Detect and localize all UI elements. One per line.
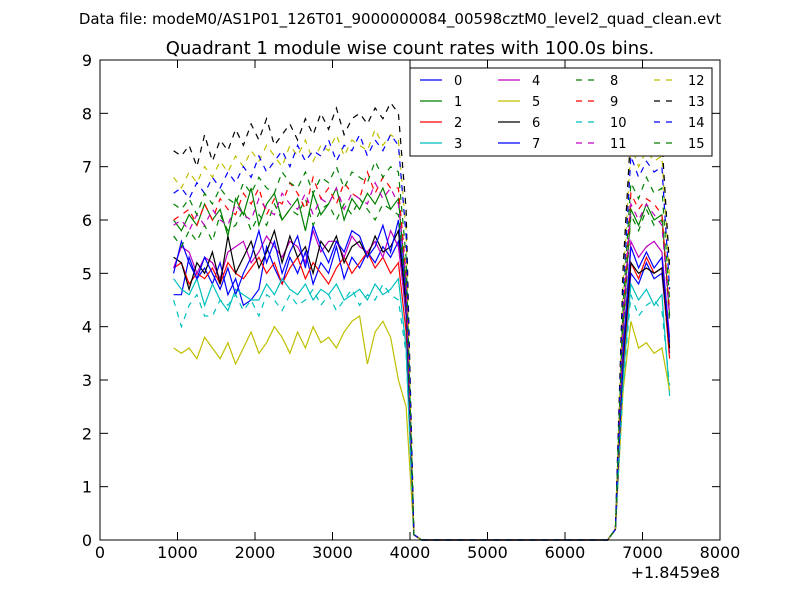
x-tick-label: 3000 bbox=[312, 543, 353, 562]
legend-label-15: 15 bbox=[688, 137, 705, 152]
series-line-0 bbox=[173, 239, 671, 541]
series-line-4 bbox=[173, 228, 671, 541]
x-tick-label: 2000 bbox=[235, 543, 276, 562]
legend-label-12: 12 bbox=[688, 74, 705, 89]
series-line-11 bbox=[173, 181, 671, 541]
tick-layer: 0 1000 2000 3000 4000 5000 6000 7000 80000123456… bbox=[82, 51, 741, 562]
legend-label-5: 5 bbox=[532, 95, 540, 110]
y-tick-label: 0 bbox=[82, 531, 92, 550]
legend-label-2: 2 bbox=[454, 116, 462, 131]
y-tick-label: 2 bbox=[82, 424, 92, 443]
series-line-3 bbox=[173, 277, 671, 541]
plot-area: 0 1000 2000 3000 4000 5000 6000 7000 80000123456… bbox=[82, 51, 741, 562]
x-tick-label: 8000 bbox=[700, 543, 741, 562]
x-tick-label: 4000 bbox=[390, 543, 431, 562]
x-tick-label: 1000 bbox=[157, 543, 198, 562]
legend-label-3: 3 bbox=[454, 137, 462, 152]
chart-title: Quadrant 1 module wise count rates with … bbox=[166, 38, 655, 59]
legend-label-7: 7 bbox=[532, 137, 540, 152]
y-tick-label: 8 bbox=[82, 104, 92, 123]
x-tick-label: 0 bbox=[95, 543, 105, 562]
legend-frame bbox=[409, 67, 713, 157]
series-line-6 bbox=[173, 228, 671, 541]
series-line-8 bbox=[173, 197, 671, 541]
y-tick-label: 7 bbox=[82, 158, 92, 177]
series-line-9 bbox=[173, 170, 671, 541]
x-offset-label: +1.8459e8 bbox=[631, 563, 720, 582]
series-line-13 bbox=[173, 101, 671, 541]
legend-label-11: 11 bbox=[610, 137, 627, 152]
legend-label-9: 9 bbox=[610, 95, 618, 110]
series-line-12 bbox=[173, 127, 671, 541]
x-tick-label: 6000 bbox=[545, 543, 586, 562]
y-tick-label: 1 bbox=[82, 478, 92, 497]
series-layer bbox=[173, 101, 671, 541]
series-line-7 bbox=[173, 219, 671, 541]
series-line-1 bbox=[173, 186, 671, 541]
y-tick-label: 4 bbox=[82, 318, 92, 337]
legend-label-0: 0 bbox=[454, 74, 462, 89]
legend-label-4: 4 bbox=[532, 74, 540, 89]
legend-label-10: 10 bbox=[610, 116, 627, 131]
figure-suptitle: Data file: modeM0/AS1P01_126T01_90000000… bbox=[79, 10, 721, 29]
y-tick-label: 5 bbox=[82, 264, 92, 283]
series-line-2 bbox=[173, 250, 671, 541]
x-tick-label: 5000 bbox=[467, 543, 508, 562]
legend-label-13: 13 bbox=[688, 95, 705, 110]
x-tick-label: 7000 bbox=[622, 543, 663, 562]
y-tick-label: 3 bbox=[82, 371, 92, 390]
legend-label-14: 14 bbox=[688, 116, 705, 131]
legend-label-6: 6 bbox=[532, 116, 540, 131]
y-tick-label: 9 bbox=[82, 51, 92, 70]
legend-label-8: 8 bbox=[610, 74, 618, 89]
series-line-5 bbox=[173, 314, 671, 541]
legend-label-1: 1 bbox=[454, 95, 462, 110]
y-tick-label: 6 bbox=[82, 211, 92, 230]
series-line-10 bbox=[173, 282, 671, 541]
series-line-14 bbox=[173, 133, 671, 541]
